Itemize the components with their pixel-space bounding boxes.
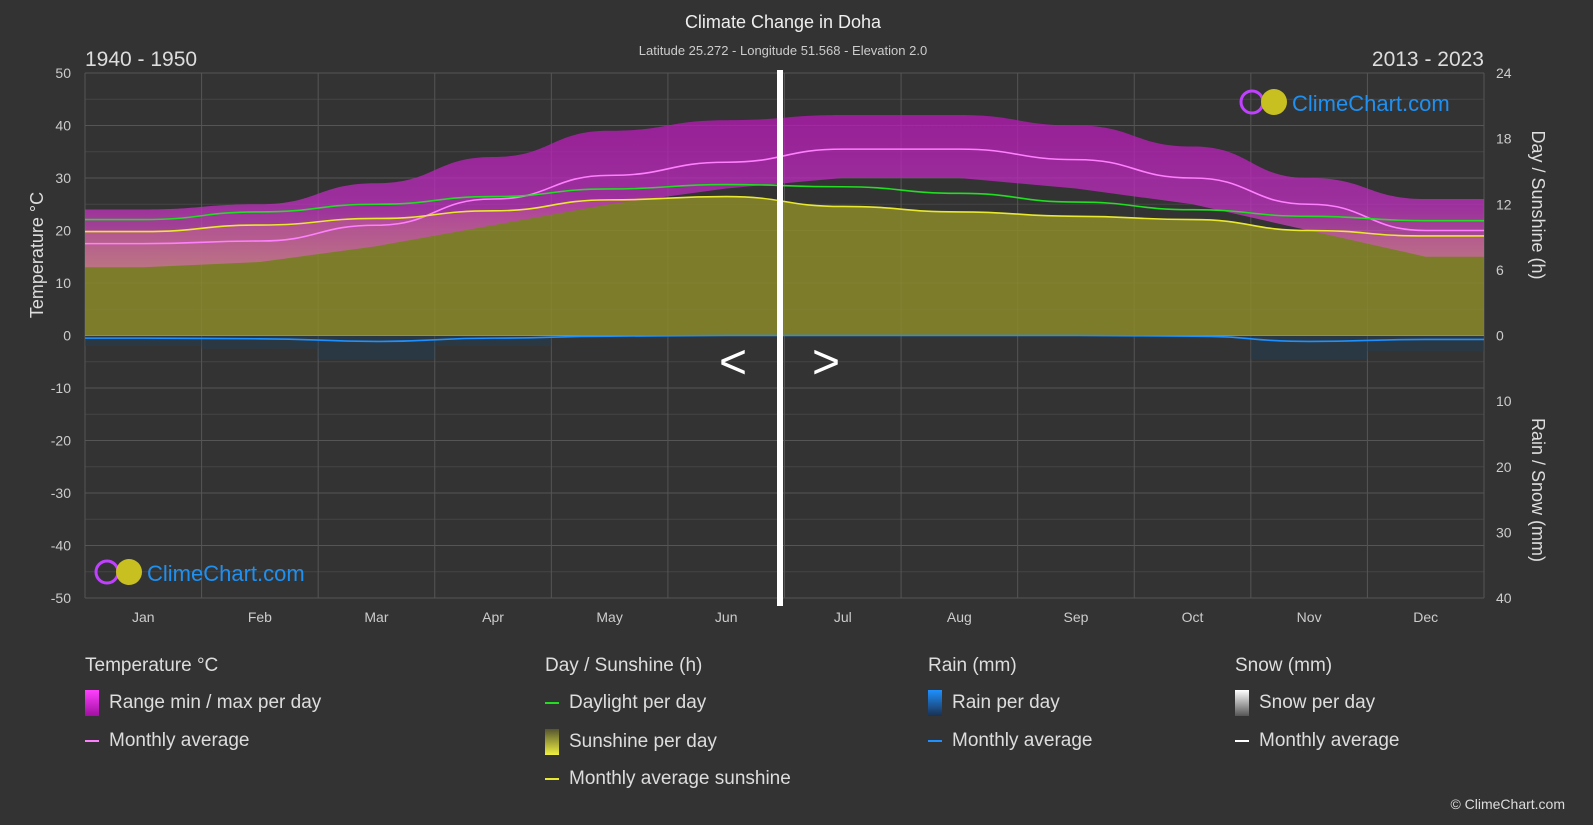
legend-label: Monthly average (109, 730, 250, 751)
legend-label: Rain per day (952, 692, 1060, 713)
legend-label: Daylight per day (569, 692, 707, 713)
snow-swatch (1235, 690, 1249, 716)
legend-rain-title: Rain (mm) (928, 655, 1017, 676)
chart-svg: 50 40 30 20 10 0 -10 -20 -30 -40 -50 24 18 12 6 0 10 20 30… (27, 12, 1548, 625)
legend-snow-title: Snow (mm) (1235, 655, 1333, 676)
prev-period-button[interactable]: < (719, 336, 747, 389)
y-right-bottom-label: Rain / Snow (mm) (1528, 418, 1548, 562)
rain-avg-line (85, 334, 1484, 343)
y-right-top-tick: 6 (1496, 262, 1504, 278)
copyright: © ClimeChart.com (1450, 796, 1565, 812)
legend-temp-range: Range min / max per day (85, 690, 321, 716)
logo-bottom[interactable]: ClimeChart.com (94, 559, 305, 586)
y-right-top-tick: 18 (1496, 131, 1512, 147)
daylight-line (85, 183, 1484, 222)
logo-text: ClimeChart.com (1292, 91, 1450, 116)
y-left-tick: 0 (63, 328, 71, 344)
chart-title: Climate Change in Doha (685, 12, 882, 32)
logo-text: ClimeChart.com (147, 561, 305, 586)
y-left-tick: 20 (55, 223, 71, 239)
temperature-avg-line (85, 148, 1484, 245)
legend-temp-avg: Monthly average (85, 730, 249, 752)
temperature-range-band (85, 115, 1484, 268)
x-tick-apr: Apr (482, 609, 504, 625)
next-period-button[interactable]: > (812, 336, 840, 389)
legend-label: Monthly average sunshine (569, 768, 791, 789)
x-tick-mar: Mar (364, 609, 388, 625)
legend-label: Sunshine per day (569, 731, 717, 752)
x-tick-oct: Oct (1182, 609, 1204, 625)
legend-label: Range min / max per day (109, 692, 322, 713)
y-left-tick: 40 (55, 118, 71, 134)
y-right-top-tick: 0 (1496, 328, 1504, 344)
y-left-tick: -10 (51, 380, 71, 396)
legend-sunshine: Sunshine per day (545, 729, 717, 755)
legend-daylight: Daylight per day (545, 692, 706, 714)
range-swatch (85, 690, 99, 716)
legend-rain-perday: Rain per day (928, 690, 1060, 716)
x-tick-dec: Dec (1413, 609, 1438, 625)
y-left-tick: -20 (51, 433, 71, 449)
rain-bar-nov (1250, 335, 1368, 360)
x-tick-jan: Jan (132, 609, 155, 625)
x-tick-may: May (596, 609, 622, 625)
x-tick-sep: Sep (1063, 609, 1088, 625)
logo-top[interactable]: ClimeChart.com (1239, 89, 1450, 116)
legend-sun-title: Day / Sunshine (h) (545, 655, 703, 676)
x-tick-nov: Nov (1297, 609, 1322, 625)
legend-snow-perday: Snow per day (1235, 690, 1375, 716)
y-right-bottom-tick: 40 (1496, 590, 1512, 606)
chart-subtitle: Latitude 25.272 - Longitude 51.568 - Ele… (639, 43, 927, 58)
line-swatch (545, 778, 559, 780)
legend-rain-avg: Monthly average (928, 730, 1092, 752)
x-tick-aug: Aug (947, 609, 972, 625)
legend-label: Monthly average (952, 730, 1093, 751)
y-right-bottom-tick: 20 (1496, 459, 1512, 475)
y-left-tick: -30 (51, 485, 71, 501)
y-right-top-label: Day / Sunshine (h) (1528, 130, 1548, 279)
y-left-tick: 50 (55, 65, 71, 81)
legend-label: Monthly average (1259, 730, 1400, 751)
period-left: 1940 - 1950 (85, 48, 197, 71)
y-left-tick: -50 (51, 590, 71, 606)
rain-bar-dec (1367, 335, 1484, 352)
x-tick-feb: Feb (248, 609, 272, 625)
sunshine-swatch (545, 729, 559, 755)
rain-bar-feb (201, 335, 319, 349)
x-tick-jul: Jul (834, 609, 852, 625)
line-swatch (85, 740, 99, 742)
legend-snow-avg: Monthly average (1235, 730, 1399, 752)
legend-label: Snow per day (1259, 692, 1376, 713)
line-swatch (1235, 740, 1249, 742)
y-right-bottom-tick: 30 (1496, 524, 1512, 540)
period-right: 2013 - 2023 (1372, 48, 1484, 71)
y-left-tick: 10 (55, 275, 71, 291)
x-tick-jun: Jun (715, 609, 738, 625)
line-swatch (545, 702, 559, 704)
period-divider[interactable] (777, 70, 783, 606)
y-left-label: Temperature °C (27, 192, 47, 318)
y-right-top-tick: 12 (1496, 196, 1512, 212)
y-left-tick: 30 (55, 170, 71, 186)
legend-temp-title: Temperature °C (85, 655, 219, 676)
y-left-tick: -40 (51, 538, 71, 554)
y-right-top-tick: 24 (1496, 65, 1512, 81)
y-right-bottom-tick: 10 (1496, 393, 1512, 409)
legend-sun-avg: Monthly average sunshine (545, 768, 791, 790)
rain-bar-jan (85, 335, 202, 346)
rain-bar-apr (434, 335, 552, 346)
rain-bar-mar (318, 335, 435, 360)
rain-swatch (928, 690, 942, 716)
line-swatch (928, 740, 942, 742)
